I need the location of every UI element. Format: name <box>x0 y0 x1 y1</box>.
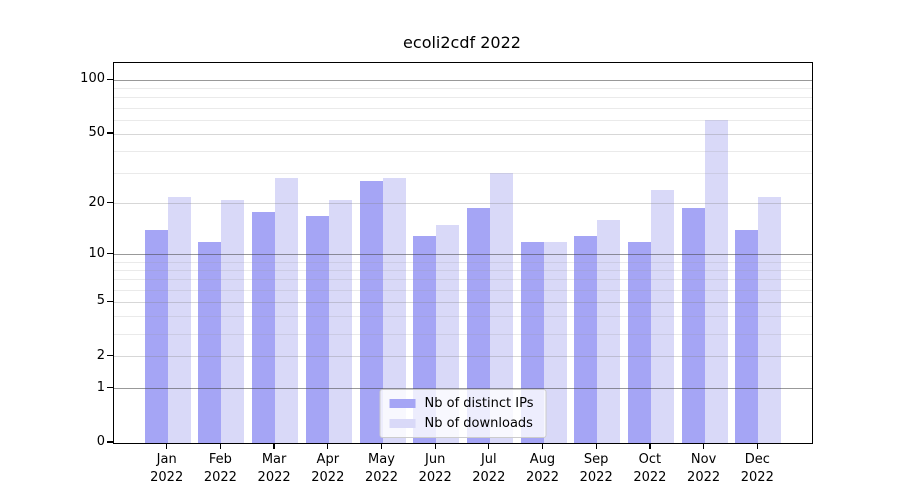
plot-area: Nb of distinct IPs Nb of downloads <box>113 62 813 444</box>
x-tick-label-may-2022: May 2022 <box>364 452 399 485</box>
y-tick-label-2: 2 <box>96 347 105 363</box>
bar-nb-of-downloads-feb-2022 <box>221 200 245 443</box>
bar-nb-of-distinct-ips-oct-2022 <box>627 241 651 443</box>
x-tick-mark-nov-2022 <box>702 443 705 449</box>
x-tick-mark-aug-2022 <box>541 443 544 449</box>
x-tick-label-feb-2022: Feb 2022 <box>203 452 237 485</box>
x-tick-label-nov-2022: Nov 2022 <box>687 452 721 485</box>
x-tick-label-jun-2022: Jun 2022 <box>418 452 452 485</box>
legend-entry-downloads: Nb of downloads <box>389 415 534 432</box>
x-tick-label-mar-2022: Mar 2022 <box>257 452 291 485</box>
x-tick-label-apr-2022: Apr 2022 <box>311 452 345 485</box>
x-tick-mark-jan-2022 <box>166 443 168 449</box>
x-tick-label-oct-2022: Oct 2022 <box>633 452 667 485</box>
bar-nb-of-downloads-nov-2022 <box>704 120 728 443</box>
y-tick-label-1: 1 <box>96 379 105 395</box>
y-tick-label-100: 100 <box>80 71 105 87</box>
legend-label-distinct-ips: Nb of distinct IPs <box>424 396 534 411</box>
legend-entry-distinct-ips: Nb of distinct IPs <box>389 395 534 412</box>
legend: Nb of distinct IPs Nb of downloads <box>379 389 547 438</box>
bar-nb-of-downloads-apr-2022 <box>328 200 352 443</box>
x-tick-label-jan-2022: Jan 2022 <box>150 452 184 485</box>
x-tick-mark-sep-2022 <box>595 443 597 449</box>
y-tick-mark-100 <box>107 78 113 81</box>
bar-nb-of-distinct-ips-nov-2022 <box>681 207 705 443</box>
chart-title: ecoli2cdf 2022 <box>403 33 521 52</box>
bar-nb-of-distinct-ips-may-2022 <box>359 181 383 443</box>
y-tick-label-10: 10 <box>88 245 105 261</box>
x-tick-mark-feb-2022 <box>219 443 222 449</box>
bar-nb-of-downloads-jan-2022 <box>167 196 191 443</box>
y-tick-label-0: 0 <box>96 434 105 449</box>
bar-nb-of-downloads-mar-2022 <box>275 178 299 443</box>
y-tick-mark-5 <box>107 300 113 302</box>
y-tick-mark-1 <box>107 386 113 389</box>
x-tick-label-jul-2022: Jul 2022 <box>472 452 506 485</box>
y-tick-mark-0 <box>107 441 113 443</box>
bar-nb-of-distinct-ips-jan-2022 <box>144 230 168 443</box>
bar-nb-of-distinct-ips-feb-2022 <box>198 241 222 443</box>
y-tick-label-50: 50 <box>88 125 105 141</box>
legend-swatch-downloads <box>389 419 416 428</box>
bar-nb-of-distinct-ips-jul-2022 <box>466 207 490 443</box>
legend-swatch-distinct-ips <box>389 399 416 408</box>
bar-nb-of-downloads-aug-2022 <box>543 241 567 443</box>
x-tick-mark-mar-2022 <box>273 443 275 449</box>
bar-nb-of-downloads-jul-2022 <box>489 173 513 443</box>
bar-nb-of-downloads-sep-2022 <box>597 220 621 443</box>
y-tick-mark-2 <box>107 355 113 357</box>
x-tick-mark-jun-2022 <box>434 443 436 449</box>
bar-nb-of-downloads-oct-2022 <box>650 190 674 443</box>
x-tick-label-aug-2022: Aug 2022 <box>525 452 560 485</box>
y-tick-mark-10 <box>107 252 113 255</box>
x-tick-mark-jul-2022 <box>488 443 490 449</box>
x-tick-mark-may-2022 <box>380 443 383 449</box>
bar-nb-of-distinct-ips-mar-2022 <box>252 211 276 443</box>
x-tick-label-sep-2022: Sep 2022 <box>579 452 613 485</box>
y-tick-mark-20 <box>107 202 113 204</box>
bar-nb-of-downloads-may-2022 <box>382 178 406 443</box>
bar-nb-of-downloads-dec-2022 <box>758 196 782 443</box>
bars-layer <box>114 63 812 443</box>
legend-label-downloads: Nb of downloads <box>424 416 533 431</box>
y-tick-label-5: 5 <box>96 293 105 309</box>
bar-nb-of-distinct-ips-apr-2022 <box>305 215 329 443</box>
bar-nb-of-distinct-ips-dec-2022 <box>735 230 759 443</box>
x-tick-mark-dec-2022 <box>756 443 758 449</box>
y-tick-label-20: 20 <box>88 194 105 210</box>
bar-nb-of-distinct-ips-sep-2022 <box>574 235 598 443</box>
x-tick-mark-apr-2022 <box>327 443 329 449</box>
x-tick-label-dec-2022: Dec 2022 <box>740 452 774 485</box>
x-tick-mark-oct-2022 <box>649 443 651 449</box>
y-tick-mark-50 <box>107 132 113 134</box>
